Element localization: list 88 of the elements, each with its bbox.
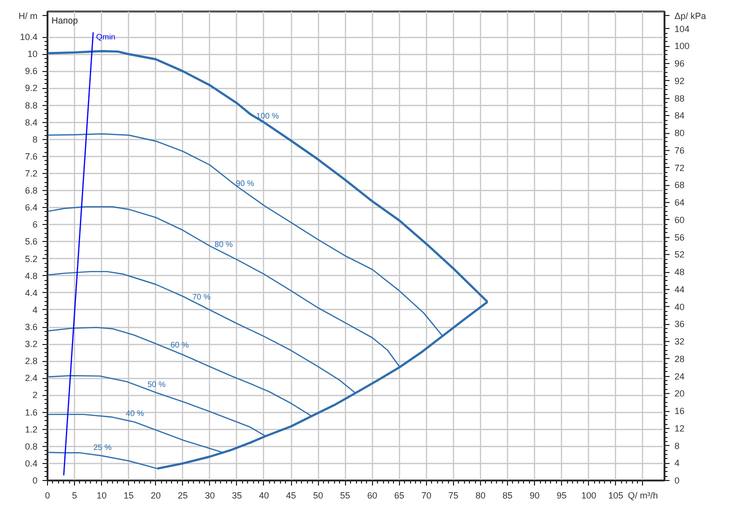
y2-tick-label: 76 — [674, 145, 685, 156]
x-tick-label: 75 — [448, 490, 458, 500]
series-label: 60 % — [170, 340, 189, 350]
x-tick-label: 80 — [475, 490, 486, 500]
series-label: 80 % — [214, 240, 233, 249]
x-tick-label: 35 — [232, 490, 242, 500]
y2-tick-label: 40 — [674, 302, 685, 312]
x-tick-label: 5 — [72, 490, 78, 500]
y2-tick-label: 8 — [674, 440, 680, 451]
x-tick-label: 95 — [556, 490, 567, 500]
annotation: Напор — [52, 16, 78, 26]
x-tick-label: 20 — [150, 490, 161, 500]
y2-tick-label: 12 — [674, 423, 685, 434]
y-tick-label: 6 — [32, 220, 38, 230]
y2-tick-label: 24 — [674, 371, 685, 382]
y2-tick-label: 92 — [674, 76, 685, 86]
y2-tick-label: 84 — [674, 110, 685, 121]
y2-tick-label: 88 — [674, 93, 685, 104]
y2-tick-label: 80 — [674, 128, 685, 138]
y-tick-label: 8.4 — [24, 117, 38, 128]
y2-tick-label: 20 — [674, 388, 685, 399]
y2-tick-label: 32 — [674, 336, 685, 347]
x-tick-label: 90 — [530, 490, 540, 500]
y2-tick-label: 16 — [674, 406, 685, 416]
y-tick-label: 1.6 — [24, 407, 38, 418]
x-tick-label: 60 — [367, 490, 378, 500]
y2-tick-label: 28 — [674, 354, 685, 364]
y-tick-label: 0 — [32, 476, 38, 486]
series-label: 40 % — [126, 409, 144, 418]
x-tick-label: 30 — [204, 490, 215, 500]
series-label: 90 % — [236, 179, 254, 188]
y-tick-label: 10.4 — [20, 32, 38, 42]
x-tick-label: 105 — [608, 490, 624, 500]
y-tick-label: 3.6 — [24, 322, 38, 332]
x-tick-label: 55 — [340, 490, 350, 500]
y-tick-label: 9.2 — [24, 83, 38, 94]
y2-axis-title: Δp/ kPa — [674, 10, 706, 21]
series-label: 25 % — [93, 442, 112, 452]
x-tick-label: 100 — [581, 490, 596, 500]
y2-tick-label: 48 — [674, 267, 685, 278]
x-tick-label: 50 — [313, 490, 324, 500]
y-tick-label: 7.2 — [24, 168, 38, 179]
y-tick-label: 8.8 — [24, 100, 38, 110]
x-tick-label: 65 — [394, 490, 404, 500]
y2-tick-label: 56 — [674, 232, 685, 242]
y-tick-label: 6.8 — [24, 186, 38, 196]
y-tick-label: 2 — [32, 390, 38, 400]
series-label: 50 % — [147, 380, 166, 389]
x-tick-label: 40 — [258, 490, 269, 500]
y2-tick-label: 44 — [674, 284, 685, 294]
y2-tick-label: 52 — [674, 250, 685, 260]
x-tick-label: 70 — [421, 490, 432, 500]
x-tick-label: 25 — [178, 490, 188, 500]
series-label: 70 % — [192, 292, 211, 302]
series-label: Qmin — [96, 32, 116, 42]
y-tick-label: 0.4 — [24, 458, 38, 468]
y-tick-label: 3.2 — [24, 339, 38, 350]
y2-tick-label: 4 — [674, 458, 680, 468]
y2-tick-label: 104 — [674, 24, 690, 34]
x-tick-label: 85 — [502, 490, 513, 500]
y-tick-label: 4 — [32, 304, 38, 315]
y-tick-label: 9.6 — [24, 66, 38, 76]
x-tick-label: 0 — [44, 490, 50, 500]
y-tick-label: 0.8 — [24, 441, 38, 452]
y-tick-label: 2.8 — [24, 356, 38, 366]
y2-tick-label: 68 — [674, 180, 685, 190]
y-tick-label: 7.6 — [24, 151, 38, 162]
x-axis-title: Q/ m³/h — [628, 490, 658, 500]
y2-tick-label: 72 — [674, 162, 685, 173]
y2-tick-label: 100 — [674, 41, 690, 52]
y-tick-label: 4.8 — [24, 270, 38, 281]
y2-tick-label: 36 — [674, 319, 685, 330]
y2-tick-label: 60 — [674, 214, 685, 225]
y2-tick-label: 0 — [674, 476, 680, 486]
x-tick-label: 15 — [124, 490, 134, 500]
y-tick-label: 1.2 — [24, 424, 38, 434]
x-tick-label: 45 — [286, 490, 296, 500]
y-axis-title: H/ m — [18, 10, 38, 21]
y-tick-label: 10 — [27, 49, 38, 60]
y2-tick-label: 64 — [674, 198, 685, 208]
y-tick-label: 5.6 — [24, 236, 38, 247]
y2-tick-label: 96 — [674, 58, 685, 69]
y-tick-label: 4.4 — [24, 288, 38, 298]
y-tick-label: 5.2 — [24, 254, 38, 264]
y-tick-label: 8 — [32, 134, 38, 144]
x-tick-label: 10 — [96, 490, 107, 500]
y-tick-label: 6.4 — [24, 202, 38, 213]
y-tick-label: 2.4 — [24, 373, 38, 384]
